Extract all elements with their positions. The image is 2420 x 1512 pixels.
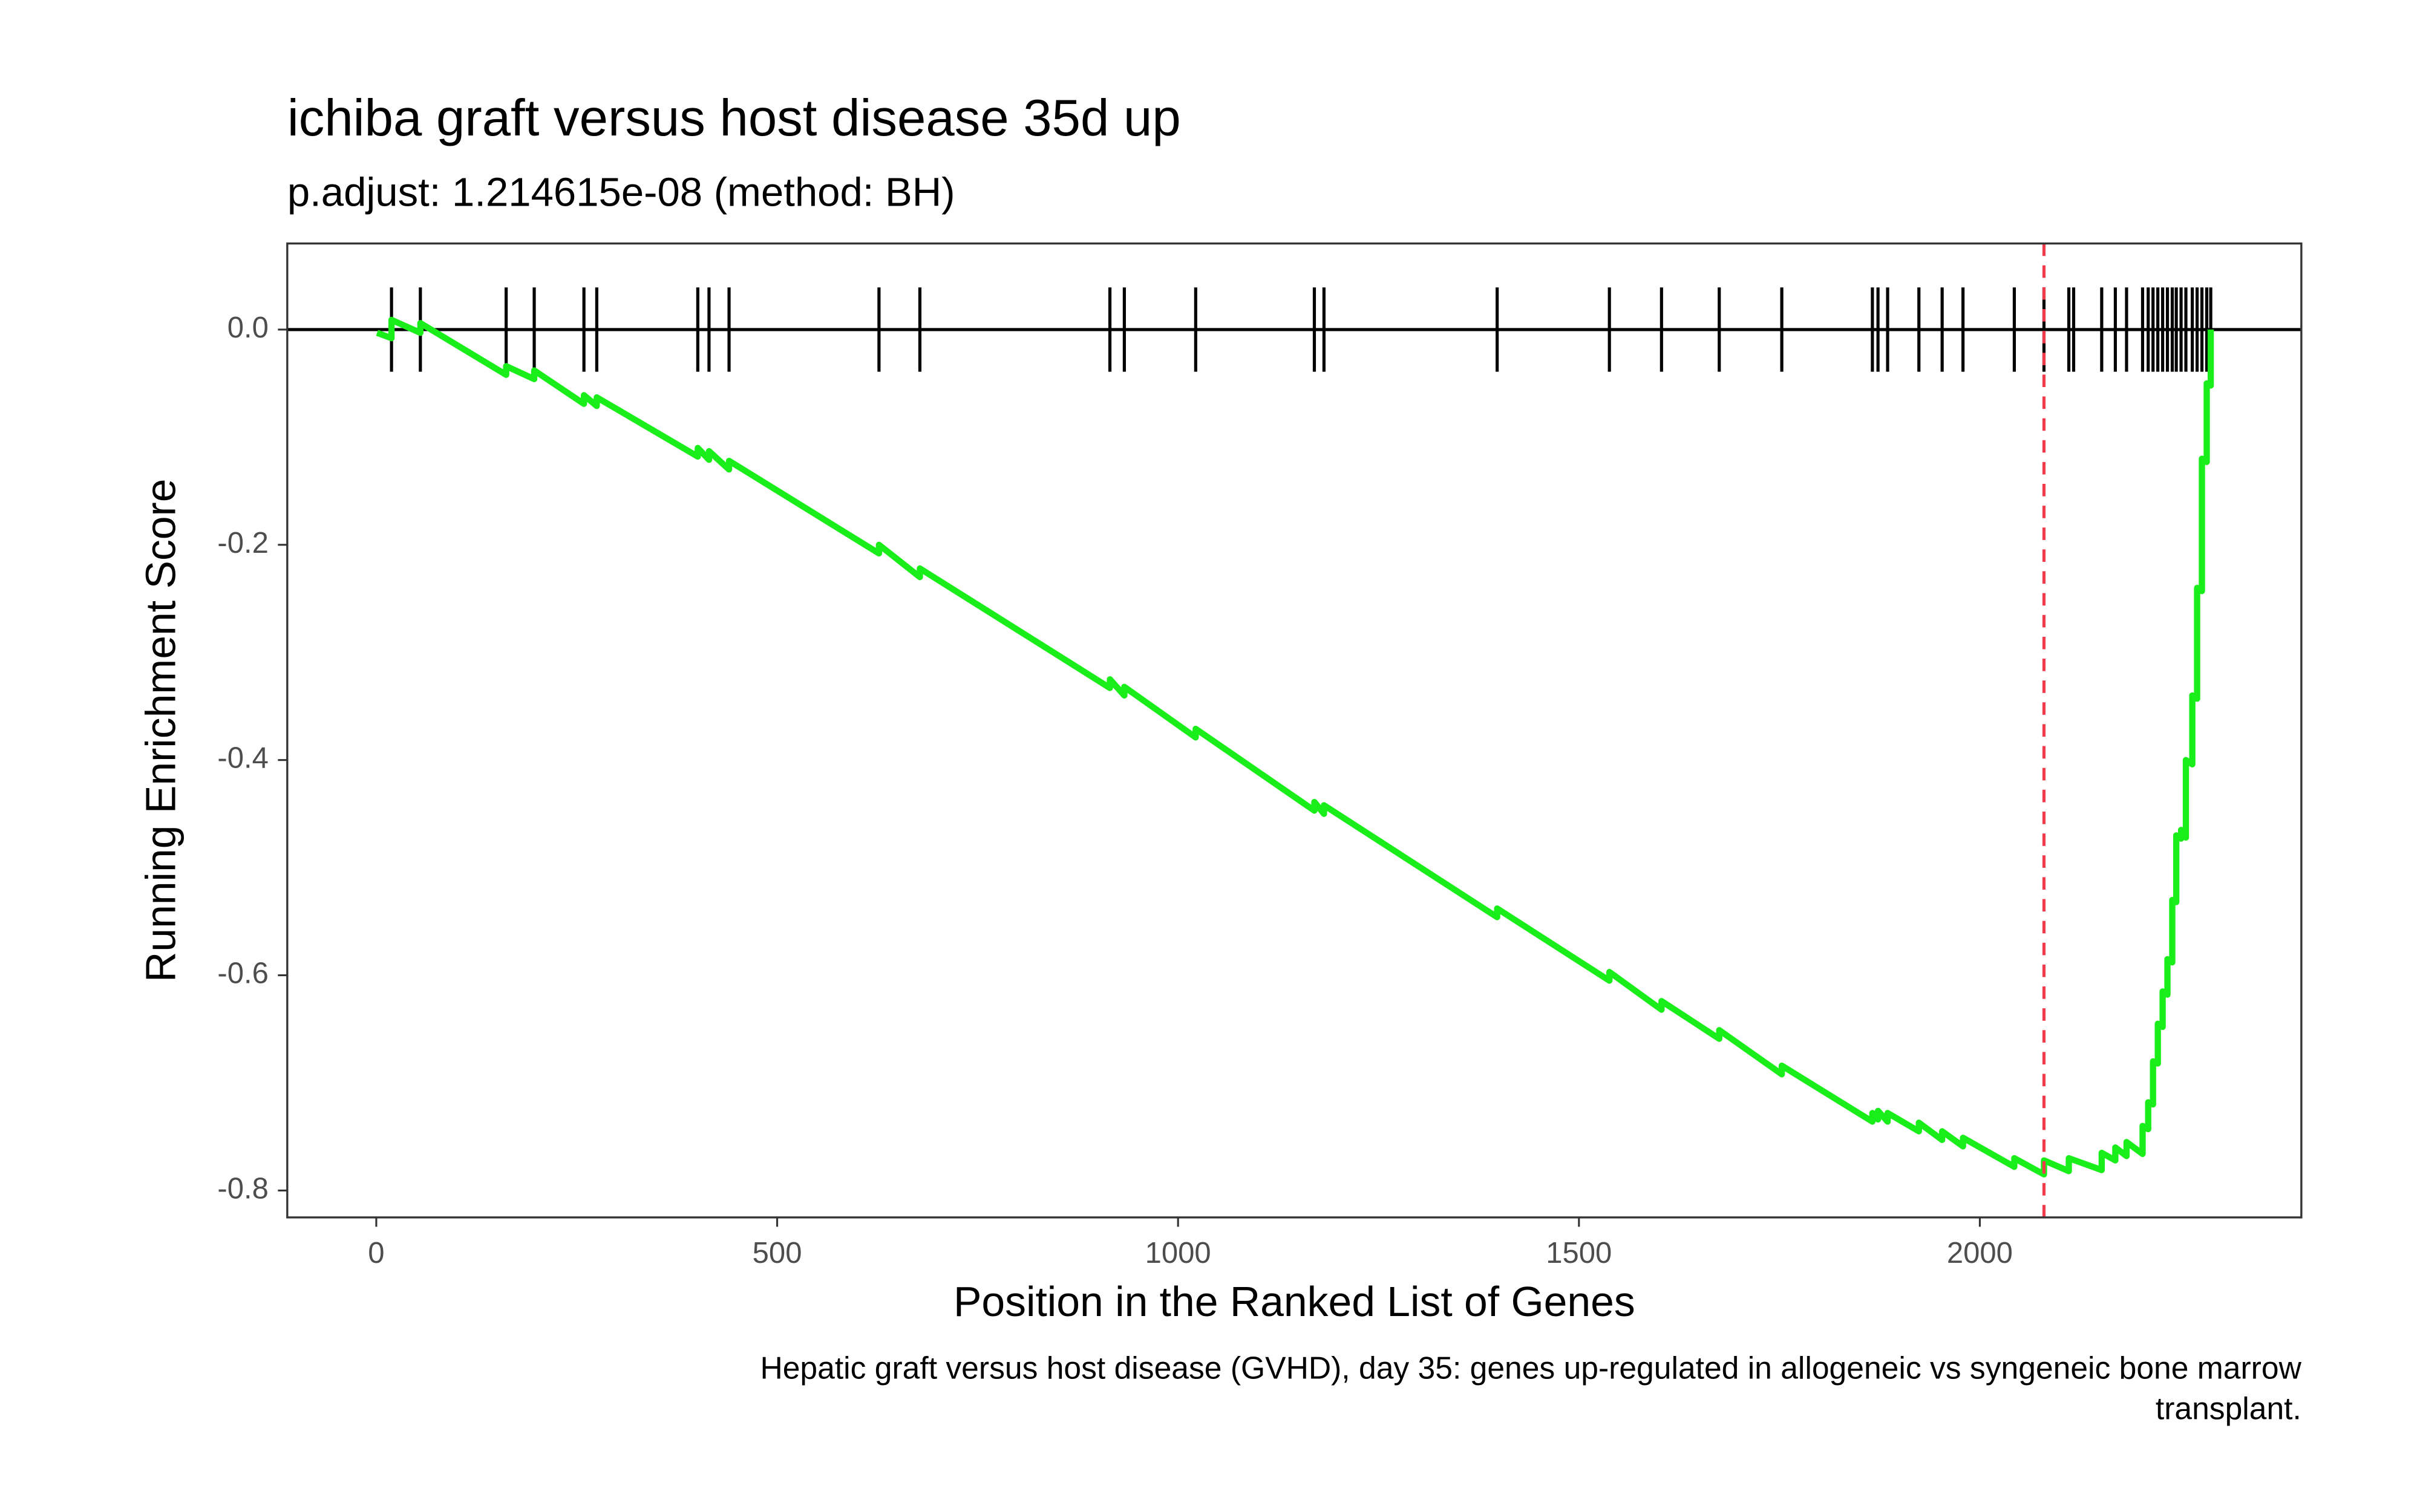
x-tick-label: 1000 (1145, 1237, 1211, 1269)
y-tick-label: 0.0 (227, 311, 269, 344)
x-tick-label: 500 (753, 1237, 802, 1269)
enrichment-line (376, 316, 2214, 1178)
x-tick-label: 0 (368, 1237, 384, 1269)
chart-title: ichiba graft versus host disease 35d up (287, 90, 1181, 147)
y-tick-label: -0.8 (217, 1172, 268, 1205)
chart-subtitle: p.adjust: 1.214615e-08 (method: BH) (287, 169, 955, 215)
caption-line: Hepatic graft versus host disease (GVHD)… (760, 1350, 2301, 1385)
x-tick-label: 1500 (1546, 1237, 1612, 1269)
caption-line: transplant. (2156, 1391, 2301, 1426)
y-tick-label: -0.4 (217, 742, 268, 775)
panel-border (286, 242, 2303, 1219)
y-tick-label: -0.6 (217, 957, 268, 990)
x-axis-label: Position in the Ranked List of Genes (953, 1278, 1635, 1325)
y-axis-label: Running Enrichment Score (137, 479, 184, 982)
y-tick-label: -0.2 (217, 527, 268, 559)
x-tick-label: 2000 (1947, 1237, 2013, 1269)
